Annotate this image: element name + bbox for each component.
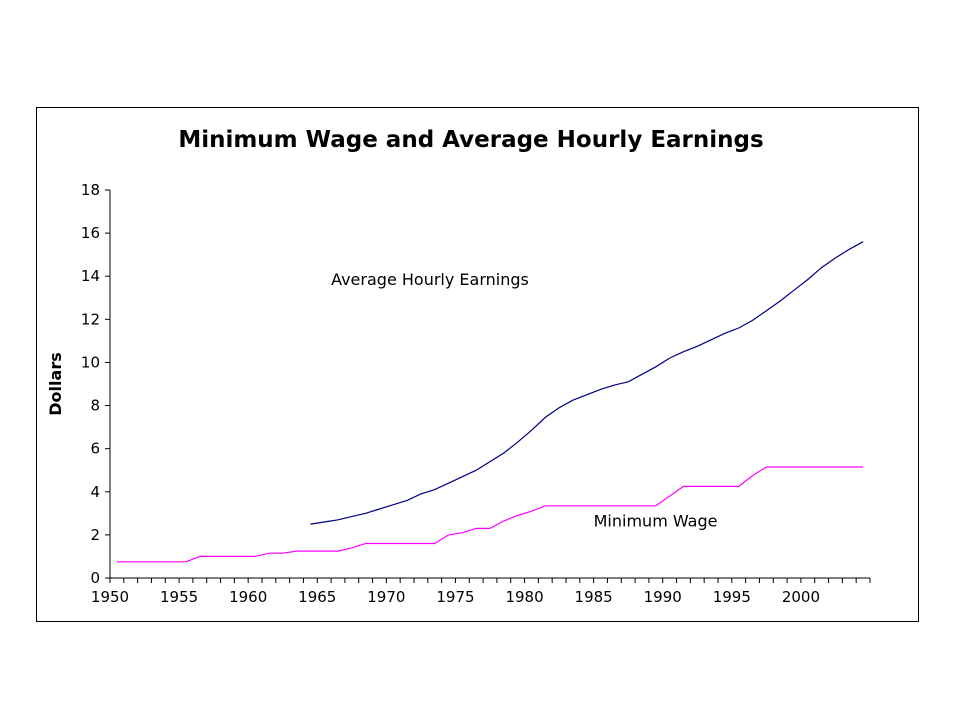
chart-frame: Minimum Wage and Average Hourly Earnings… — [36, 107, 919, 622]
x-tick-label: 2000 — [782, 588, 820, 606]
y-tick-label: 6 — [90, 440, 100, 458]
x-tick-label: 1985 — [575, 588, 613, 606]
y-axis-label: Dollars — [46, 352, 65, 415]
line-chart: Minimum Wage and Average Hourly Earnings… — [46, 127, 871, 606]
y-tick-label: 18 — [81, 181, 100, 199]
series-line-average-hourly-earnings — [310, 241, 864, 525]
y-tick-label: 4 — [90, 483, 100, 501]
x-tick-label: 1990 — [644, 588, 682, 606]
annotation-label: Average Hourly Earnings — [331, 270, 529, 289]
y-tick-label: 10 — [81, 353, 100, 371]
x-tick-label: 1955 — [160, 588, 198, 606]
y-tick-label: 8 — [90, 397, 100, 415]
chart-title: Minimum Wage and Average Hourly Earnings — [178, 127, 763, 153]
x-tick-label: 1960 — [229, 588, 267, 606]
y-tick-label: 12 — [81, 310, 100, 328]
y-tick-label: 14 — [81, 267, 100, 285]
x-tick-label: 1965 — [298, 588, 336, 606]
y-tick-label: 0 — [90, 569, 100, 587]
x-tick-label: 1995 — [713, 588, 751, 606]
y-tick-label: 16 — [81, 224, 100, 242]
series-line-minimum-wage — [116, 466, 864, 563]
x-tick-label: 1950 — [91, 588, 129, 606]
x-tick-label: 1975 — [436, 588, 474, 606]
x-tick-label: 1970 — [367, 588, 405, 606]
x-tick-label: 1980 — [505, 588, 543, 606]
y-tick-label: 2 — [90, 526, 100, 544]
annotation-label: Minimum Wage — [594, 511, 718, 530]
